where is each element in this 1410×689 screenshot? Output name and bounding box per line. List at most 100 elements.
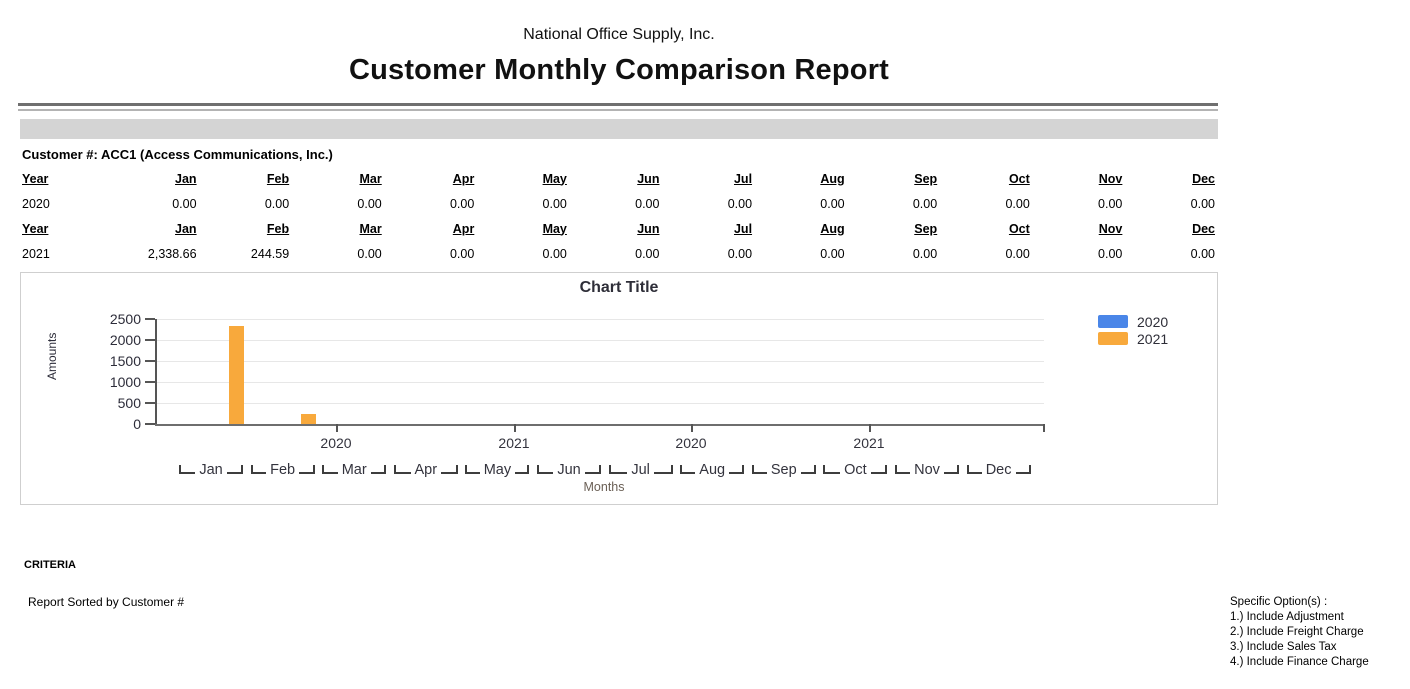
- bracket-right: [1015, 465, 1031, 474]
- value-cell: 244.59: [250, 246, 290, 261]
- x-category-sep: Sep: [751, 456, 816, 480]
- y-axis-tick: [145, 402, 155, 404]
- y-axis-tick: [145, 360, 155, 362]
- column-header: Year: [22, 171, 49, 186]
- company-name: National Office Supply, Inc.: [523, 26, 715, 43]
- y-tick-label: 2500: [109, 311, 141, 327]
- column-header: Jun: [637, 221, 660, 236]
- column-header: Nov: [1098, 221, 1123, 236]
- column-header: Apr: [452, 171, 475, 186]
- value-cell: 0.00: [727, 246, 753, 261]
- x-category-label: Aug: [699, 462, 726, 478]
- x-category-nov: Nov: [895, 456, 960, 480]
- column-header: Nov: [1098, 171, 1123, 186]
- x-axis-tick: [514, 424, 516, 432]
- legend-swatch: [1098, 315, 1128, 328]
- x-axis-tick: [1043, 424, 1045, 432]
- comparison-table-body: Year Jan Feb Mar Apr May Jun Jul Aug Sep Oct Nov Dec…: [22, 166, 1215, 266]
- gridline: [157, 340, 1044, 341]
- legend-item-2021: 2021: [1098, 330, 1168, 347]
- x-category-apr: Apr: [393, 456, 458, 480]
- value-cell: 0.00: [1098, 246, 1123, 261]
- bracket-right: [226, 465, 244, 474]
- value-cell: 0.00: [1005, 196, 1030, 211]
- value-cell: 0.00: [1098, 196, 1123, 211]
- y-axis-title: Amounts: [45, 332, 59, 380]
- bracket-right: [729, 465, 745, 474]
- value-cell: 0.00: [912, 196, 938, 211]
- chart-legend: 2020 2021: [1098, 313, 1168, 347]
- column-header: Aug: [820, 171, 845, 186]
- column-header: Dec: [1192, 171, 1215, 186]
- y-tick-label: 1500: [109, 353, 141, 369]
- value-cell: 0.00: [1005, 246, 1030, 261]
- column-header: Oct: [1008, 221, 1030, 236]
- x-category-label: Jan: [199, 462, 223, 478]
- column-header: May: [542, 171, 567, 186]
- specific-options: Specific Option(s) : 1.) Include Adjustm…: [1230, 595, 1369, 670]
- gridline: [157, 403, 1044, 404]
- bracket-left: [537, 465, 554, 474]
- value-cell: 0.00: [635, 196, 660, 211]
- table-header-row: Year Jan Feb Mar Apr May Jun Jul Aug Sep Oct Nov Dec: [22, 216, 1215, 241]
- year-cell: 2021: [22, 246, 50, 261]
- column-header: Jul: [733, 171, 753, 186]
- bracket-right: [800, 465, 816, 474]
- column-header: Aug: [820, 221, 845, 236]
- bracket-right: [515, 465, 530, 474]
- value-cell: 0.00: [727, 196, 753, 211]
- bracket-left: [393, 465, 411, 474]
- y-axis-tick: [145, 423, 155, 425]
- specific-options-title: Specific Option(s) :: [1230, 596, 1328, 608]
- value-cell: 0.00: [357, 196, 382, 211]
- table-header-row: Year Jan Feb Mar Apr May Jun Jul Aug Sep Oct Nov Dec: [22, 166, 1215, 191]
- bracket-right: [299, 465, 315, 474]
- y-axis-tick: [145, 318, 155, 320]
- x-category-may: May: [465, 456, 530, 480]
- legend-label: 2020: [1137, 313, 1169, 330]
- bracket-right: [441, 465, 458, 474]
- x-category-label: Jul: [631, 462, 650, 478]
- column-header: Sep: [914, 171, 938, 186]
- section-band: [20, 119, 1218, 139]
- bracket-left: [751, 465, 767, 474]
- column-header: Apr: [452, 221, 475, 236]
- column-header: Oct: [1008, 171, 1030, 186]
- x-axis-tick: [869, 424, 871, 432]
- bracket-right: [870, 465, 888, 474]
- x-category-mar: Mar: [322, 456, 387, 480]
- x-axis-title: Months: [583, 480, 625, 494]
- x-year-label: 2020: [675, 435, 707, 451]
- x-category-jun: Jun: [537, 456, 602, 480]
- customer-heading: Customer #: ACC1 (Access Communications,…: [22, 147, 333, 162]
- x-category-jan: Jan: [179, 456, 244, 480]
- y-tick-label: 1000: [109, 374, 141, 390]
- bracket-right: [370, 465, 387, 474]
- chart: Chart Title Amounts 0 500 1000 1500 2000 2500…: [20, 272, 1218, 505]
- x-category-label: Nov: [914, 462, 940, 478]
- value-cell: 0.00: [820, 196, 845, 211]
- y-axis-tick: [145, 381, 155, 383]
- y-tick-label: 500: [117, 395, 141, 411]
- bracket-left: [465, 465, 480, 474]
- legend-label: 2021: [1137, 330, 1169, 347]
- bracket-left: [823, 465, 841, 474]
- value-cell: 0.00: [635, 246, 660, 261]
- sorted-by-text: Report Sorted by Customer #: [28, 595, 185, 609]
- column-header: May: [542, 221, 567, 236]
- legend-swatch: [1098, 332, 1128, 345]
- x-category-aug: Aug: [680, 456, 745, 480]
- bar-2021-jan: [229, 325, 244, 424]
- x-category-label: Jun: [557, 462, 581, 478]
- x-axis-tick: [336, 424, 338, 432]
- column-header: Jun: [637, 171, 660, 186]
- specific-option: 2.) Include Freight Charge: [1230, 626, 1364, 638]
- criteria-heading: CRITERIA: [24, 559, 76, 571]
- table-row: 2021 2,338.66 244.59 0.00 0.00 0.00 0.00 0.00 0.…: [22, 241, 1215, 266]
- x-category-label: Apr: [414, 462, 438, 478]
- y-tick-label: 2000: [109, 332, 141, 348]
- specific-option: 1.) Include Adjustment: [1230, 611, 1344, 623]
- value-cell: 0.00: [357, 246, 382, 261]
- table-row: 2020 0.00 0.00 0.00 0.00 0.00 0.00 0.00 0.00 0.00…: [22, 191, 1215, 216]
- specific-options-list: 1.) Include Adjustment 2.) Include Freigh…: [1230, 610, 1369, 670]
